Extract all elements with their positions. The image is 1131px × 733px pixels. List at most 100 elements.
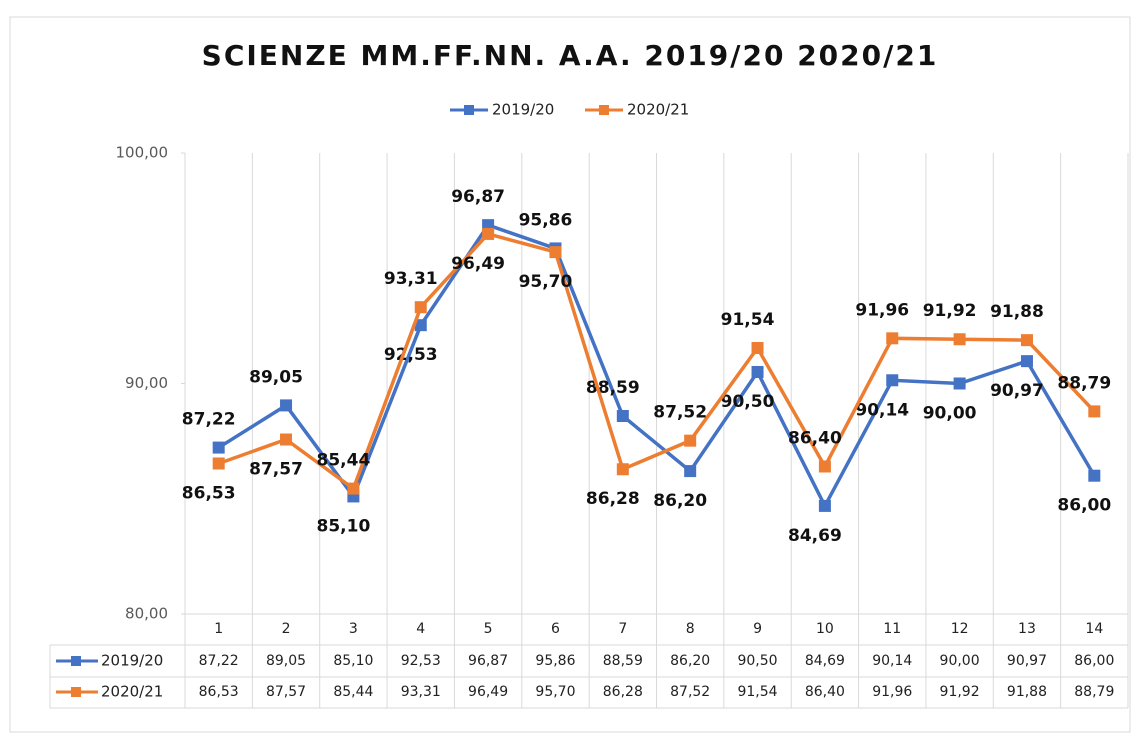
legend-label: 2019/20 [492,101,554,119]
data-point [751,342,764,355]
data-label: 90,14 [855,400,909,420]
data-point [818,460,831,473]
data-point [280,433,293,446]
data-label: 92,53 [384,345,438,365]
table-cell: 90,50 [737,653,777,669]
table-cell: 96,49 [468,684,508,700]
data-label: 96,49 [451,254,505,274]
data-point [414,319,427,332]
y-tick-label: 80,00 [125,605,168,623]
data-label: 86,20 [653,491,707,511]
data-point [953,333,966,346]
table-cell: 89,05 [266,653,306,669]
table-cell: 85,10 [333,653,373,669]
x-tick-label: 5 [484,621,493,637]
table-cell: 87,57 [266,684,306,700]
data-point [549,246,562,259]
x-tick-label: 8 [686,621,695,637]
table-cell: 91,54 [737,684,777,700]
data-label: 87,57 [249,460,303,480]
data-point [751,365,764,378]
table-cell: 86,53 [199,684,239,700]
data-point [212,441,225,454]
x-tick-label: 3 [349,621,358,637]
table-cell: 95,86 [535,653,575,669]
table-row-label: 2019/20 [101,652,163,670]
data-label: 90,50 [721,392,775,412]
table-cell: 90,97 [1007,653,1047,669]
data-label: 93,31 [384,269,438,289]
data-point [616,463,629,476]
chart-frame [9,16,1131,733]
x-tick-label: 14 [1085,621,1103,637]
data-label: 86,53 [182,483,236,503]
data-point [347,482,360,495]
table-cell: 91,96 [872,684,912,700]
x-tick-label: 13 [1018,621,1036,637]
data-label: 91,96 [855,300,909,320]
data-point [1020,355,1033,368]
table-cell: 88,79 [1074,684,1114,700]
table-legend-marker [71,656,81,666]
data-label: 96,87 [451,187,505,207]
table-cell: 91,92 [940,684,980,700]
data-label: 85,44 [317,451,371,471]
data-label: 86,40 [788,428,842,448]
table-cell: 91,88 [1007,684,1047,700]
y-tick-label: 100,00 [116,144,169,162]
legend-marker [599,105,609,115]
data-label: 90,97 [990,381,1044,401]
data-label: 89,05 [249,367,303,387]
table-cell: 96,87 [468,653,508,669]
table-cell: 88,59 [603,653,643,669]
table-cell: 92,53 [401,653,441,669]
data-label: 87,52 [653,403,707,423]
data-point [212,457,225,470]
x-tick-label: 12 [951,621,969,637]
data-label: 91,54 [721,310,775,330]
data-label: 86,00 [1057,496,1111,516]
table-cell: 87,22 [199,653,239,669]
legend-marker [464,105,474,115]
data-point [818,499,831,512]
x-tick-label: 6 [551,621,560,637]
table-cell: 87,52 [670,684,710,700]
x-tick-label: 4 [416,621,425,637]
data-point [953,377,966,390]
data-point [482,227,495,240]
series-line [218,231,1096,492]
data-label: 95,70 [519,272,573,292]
x-tick-label: 9 [753,621,762,637]
chart-title: SCIENZE MM.FF.NN. A.A. 2019/20 2020/21 [202,39,939,72]
x-tick-label: 2 [282,621,291,637]
data-point [684,434,697,447]
data-point [414,301,427,314]
table-cell: 86,40 [805,684,845,700]
data-label: 90,00 [923,404,977,424]
x-tick-label: 7 [618,621,627,637]
data-label: 91,88 [990,302,1044,322]
data-point [886,332,899,345]
table-cell: 86,00 [1074,653,1114,669]
y-tick-label: 90,00 [125,374,168,392]
table-cell: 93,31 [401,684,441,700]
data-label: 84,69 [788,526,842,546]
data-label: 86,28 [586,489,640,509]
data-label: 88,79 [1057,373,1111,393]
table-cell: 90,14 [872,653,912,669]
data-label: 87,22 [182,410,236,430]
data-point [280,399,293,412]
data-point [684,465,697,478]
table-legend-marker [71,687,81,697]
table-cell: 90,00 [940,653,980,669]
table-cell: 85,44 [333,684,373,700]
x-tick-label: 10 [816,621,834,637]
data-label: 85,10 [317,516,371,536]
x-tick-label: 1 [214,621,223,637]
data-label: 95,86 [519,210,573,230]
data-point [1088,405,1101,418]
data-point [1020,334,1033,347]
table-cell: 95,70 [535,684,575,700]
table-row-label: 2020/21 [101,683,163,701]
